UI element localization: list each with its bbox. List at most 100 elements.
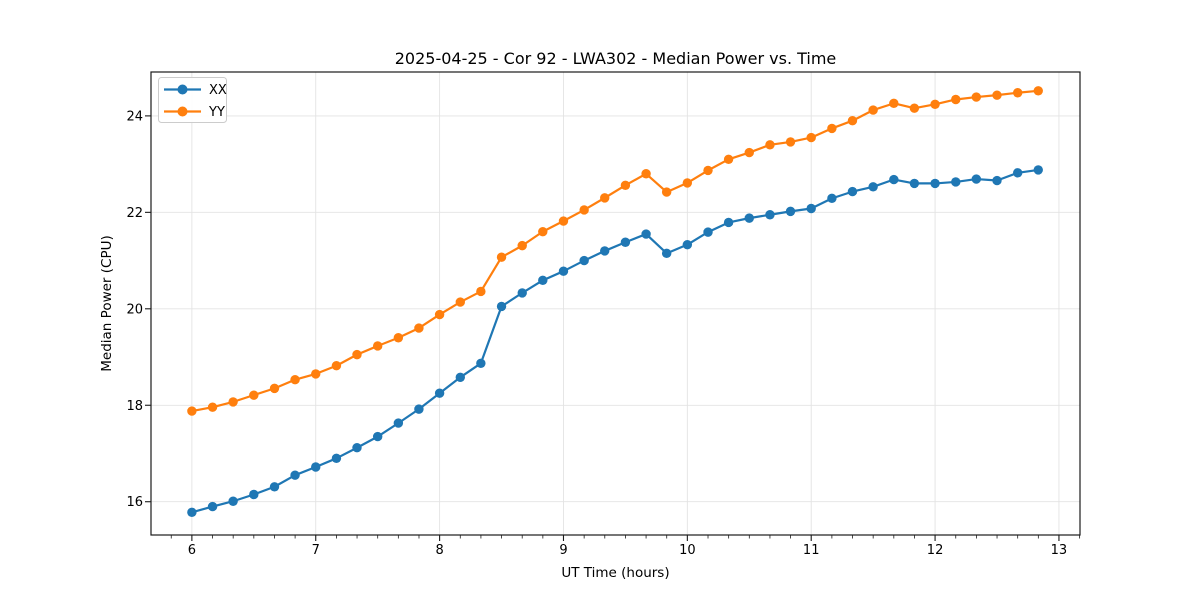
series-xx-point — [476, 358, 486, 368]
series-yy-point — [434, 309, 445, 320]
series-yy-point — [682, 178, 693, 188]
y-tick-label: 22 — [126, 206, 143, 221]
series-xx-point — [372, 431, 383, 442]
series-yy-point — [1033, 86, 1043, 96]
x-tick-label: 8 — [435, 543, 443, 558]
series-xx-point — [538, 275, 548, 286]
series-xx-point — [331, 453, 342, 464]
series-yy-point — [806, 132, 816, 143]
y-tick-label: 16 — [126, 495, 143, 510]
series-xx-point — [951, 177, 961, 187]
series-xx-point — [620, 237, 631, 247]
chart-title: 2025-04-25 - Cor 92 - LWA302 - Median Po… — [395, 49, 837, 68]
series-xx-point — [703, 227, 713, 237]
series-yy-point — [476, 286, 486, 297]
series-yy-point — [352, 349, 362, 360]
series-xx-point — [579, 255, 589, 266]
series-xx-point — [661, 248, 672, 259]
series-xx-point — [889, 174, 899, 185]
series-xx-point — [930, 178, 940, 189]
series-yy-point — [765, 140, 775, 150]
series-xx-point — [765, 210, 775, 220]
series-xx-point — [992, 175, 1002, 186]
series-xx-point — [269, 482, 280, 492]
series-yy-point — [620, 180, 631, 191]
axis-ticks — [145, 115, 1081, 541]
series-xx-point — [682, 239, 693, 250]
series-yy-point — [785, 137, 796, 147]
legend-label-yy: YY — [208, 105, 225, 120]
series-yy-point — [703, 165, 713, 176]
series-yy-point — [744, 147, 754, 158]
series-xx-point — [1013, 168, 1023, 178]
series-yy-point — [847, 116, 858, 126]
series-yy-point — [455, 297, 465, 307]
series-yy-point — [930, 99, 940, 110]
series-xx-point — [785, 206, 796, 217]
x-tick-label: 7 — [312, 543, 320, 558]
series-yy-point — [187, 406, 197, 416]
data-series — [187, 86, 1043, 518]
series-yy-point — [331, 361, 342, 371]
series-yy-point — [249, 390, 259, 400]
series-xx-point — [558, 266, 569, 276]
series-xx-point — [971, 174, 982, 184]
x-tick-label: 6 — [188, 543, 196, 558]
y-tick-label: 20 — [126, 302, 143, 317]
series-yy-point — [290, 375, 300, 385]
series-yy-line — [190, 89, 1040, 413]
x-tick-label: 12 — [927, 543, 944, 558]
series-xx-point — [806, 203, 816, 214]
tick-labels: 6 7 8 9 10 11 12 13 16 18 20 22 24 — [126, 109, 1067, 558]
series-yy-point — [517, 240, 527, 251]
series-yy-point — [992, 90, 1002, 100]
series-xx-point — [455, 372, 465, 382]
series-xx-point — [723, 217, 734, 228]
series-yy-point — [269, 383, 280, 394]
series-xx-point — [827, 193, 837, 204]
series-yy-point — [372, 341, 383, 351]
series-yy-point — [579, 205, 589, 215]
series-xx-point — [641, 229, 651, 239]
series-xx-point — [1033, 165, 1043, 175]
series-xx-point — [393, 418, 404, 428]
series-xx-point — [868, 182, 878, 192]
series-yy-point — [558, 216, 569, 226]
series-xx-line — [190, 168, 1040, 514]
series-yy-point — [207, 402, 218, 412]
x-tick-label: 11 — [803, 543, 820, 558]
series-yy-point — [889, 98, 899, 109]
series-xx-point — [414, 404, 424, 414]
legend-marker-yy — [177, 106, 188, 117]
series-xx-point — [187, 507, 197, 518]
series-yy-point — [496, 252, 507, 262]
series-yy-point — [827, 123, 837, 134]
series-yy-point — [1013, 88, 1023, 98]
series-yy-point — [641, 169, 651, 179]
series-xx-point — [249, 489, 259, 500]
legend-marker-xx — [177, 84, 188, 95]
plot-area-border — [150, 71, 1081, 536]
x-tick-label: 13 — [1051, 543, 1068, 558]
y-tick-label: 18 — [126, 399, 143, 414]
series-xx-point — [434, 388, 445, 398]
series-xx-point — [311, 462, 321, 472]
series-yy-point — [971, 92, 982, 102]
series-xx-point — [600, 246, 610, 256]
series-yy-point — [538, 226, 548, 237]
y-axis-label: Median Power (CPU) — [99, 235, 115, 371]
series-xx-point — [847, 186, 858, 197]
x-tick-label: 10 — [679, 543, 696, 558]
gridlines — [151, 72, 1080, 535]
legend-label-xx: XX — [209, 83, 227, 98]
series-yy-point — [951, 94, 961, 105]
series-xx-point — [517, 288, 527, 298]
series-yy-point — [868, 105, 878, 115]
series-yy-point — [311, 369, 321, 379]
series-yy-point — [393, 333, 404, 343]
series-yy-point — [228, 397, 238, 407]
series-yy-point — [661, 187, 672, 197]
series-yy-point — [723, 154, 734, 164]
